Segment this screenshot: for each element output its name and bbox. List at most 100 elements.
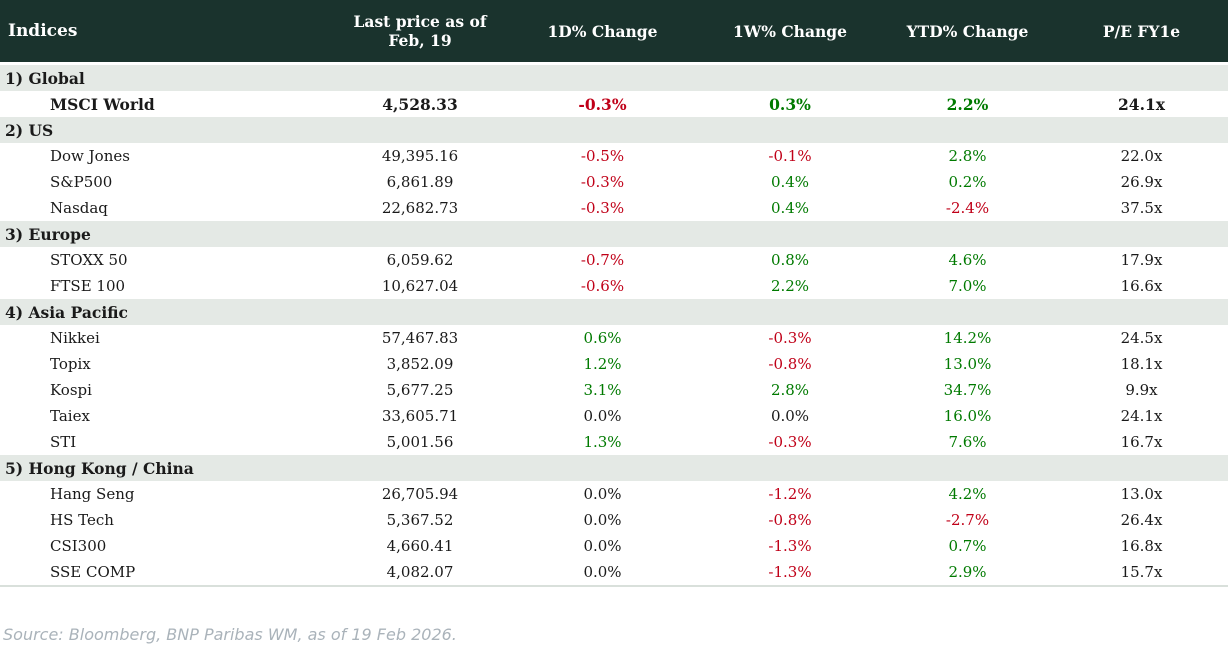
change-ytd: 4.6% [948,251,987,269]
pe-fy1e: 24.1x [1120,407,1163,425]
last-price: 5,677.25 [386,381,454,399]
change-1d: -0.7% [580,251,625,269]
index-name: SSE COMP [50,563,136,581]
index-row: CSI300 4,660.41 0.0% -1.3% 0.7% 16.8x [0,533,1228,559]
column-header-last-price: Last price as of Feb, 19 [353,12,487,50]
index-row: Nasdaq 22,682.73 -0.3% 0.4% -2.4% 37.5x [0,195,1228,221]
index-name: Nasdaq [50,199,108,217]
index-row: MSCI World 4,528.33 -0.3% 0.3% 2.2% 24.1x [0,91,1228,117]
change-ytd: 16.0% [943,407,992,425]
pe-fy1e: 16.7x [1120,433,1163,451]
change-1w: 0.3% [769,94,811,114]
pe-fy1e: 24.5x [1120,329,1163,347]
change-ytd: 2.9% [948,563,987,581]
column-header-1w-change: 1W% Change [733,21,847,41]
index-row: S&P500 6,861.89 -0.3% 0.4% 0.2% 26.9x [0,169,1228,195]
header-gap [0,62,1228,65]
index-row: HS Tech 5,367.52 0.0% -0.8% -2.7% 26.4x [0,507,1228,533]
pe-fy1e: 16.6x [1120,277,1163,295]
index-row: Hang Seng 26,705.94 0.0% -1.2% 4.2% 13.0x [0,481,1228,507]
last-price: 57,467.83 [381,329,459,347]
change-1w: -1.3% [768,537,812,555]
last-price: 26,705.94 [381,485,459,503]
change-1w: -0.8% [768,355,812,373]
section-row: 1) Global [0,65,1228,91]
change-1w: -0.3% [768,433,812,451]
pe-fy1e: 13.0x [1120,485,1163,503]
index-name: HS Tech [50,511,114,529]
change-1w: -0.3% [768,329,812,347]
change-ytd: 4.2% [948,485,987,503]
column-header-pe-fy1e: P/E FY1e [1102,21,1181,41]
change-1d: 0.0% [583,537,622,555]
change-1w: 0.0% [770,407,810,425]
index-name: MSCI World [50,94,155,114]
section-label: 1) Global [5,68,85,88]
change-1w: -1.3% [768,563,812,581]
change-1d: 0.6% [583,329,622,347]
change-1d: -0.5% [580,147,625,165]
last-price: 6,059.62 [386,251,454,269]
change-1w: 0.8% [770,251,810,269]
pe-fy1e: 26.4x [1120,511,1163,529]
pe-fy1e: 9.9x [1125,381,1158,399]
change-1d: 0.0% [583,511,622,529]
change-1d: 1.3% [583,433,622,451]
index-row: Taiex 33,605.71 0.0% 0.0% 16.0% 24.1x [0,403,1228,429]
change-1d: 0.0% [583,407,622,425]
change-ytd: 7.6% [948,433,987,451]
pe-fy1e: 22.0x [1120,147,1163,165]
last-price: 6,861.89 [386,173,454,191]
index-name: CSI300 [50,537,107,555]
index-row: Dow Jones 49,395.16 -0.5% -0.1% 2.8% 22.0x [0,143,1228,169]
change-ytd: -2.4% [945,199,990,217]
section-row: 3) Europe [0,221,1228,247]
change-ytd: 13.0% [943,355,992,373]
change-1d: -0.6% [580,277,625,295]
section-row: 5) Hong Kong / China [0,455,1228,481]
change-ytd: 7.0% [948,277,987,295]
section-label: 4) Asia Pacific [5,302,128,322]
change-1w: -1.2% [768,485,812,503]
pe-fy1e: 37.5x [1120,199,1163,217]
change-1w: 2.2% [770,277,810,295]
pe-fy1e: 24.1x [1118,94,1165,114]
column-header-ytd-change: YTD% Change [906,21,1029,41]
change-1w: 2.8% [770,381,810,399]
pe-fy1e: 16.8x [1120,537,1163,555]
last-price: 4,082.07 [386,563,454,581]
last-price: 22,682.73 [381,199,459,217]
index-name: FTSE 100 [50,277,126,295]
table-title: Indices [8,21,78,41]
change-1d: 1.2% [583,355,622,373]
index-row: STI 5,001.56 1.3% -0.3% 7.6% 16.7x [0,429,1228,455]
change-1w: -0.8% [768,511,812,529]
index-name: Kospi [50,381,92,399]
change-1d: 0.0% [583,563,622,581]
index-name: S&P500 [50,173,113,191]
index-row: Nikkei 57,467.83 0.6% -0.3% 14.2% 24.5x [0,325,1228,351]
change-ytd: 0.7% [948,537,987,555]
index-row: SSE COMP 4,082.07 0.0% -1.3% 2.9% 15.7x [0,559,1228,585]
index-name: STI [50,433,77,451]
index-row: STOXX 50 6,059.62 -0.7% 0.8% 4.6% 17.9x [0,247,1228,273]
index-name: Dow Jones [50,147,130,165]
change-ytd: 0.2% [948,173,987,191]
section-label: 3) Europe [5,224,91,244]
last-price: 4,528.33 [382,94,458,114]
change-1w: -0.1% [768,147,812,165]
column-header-1d-change: 1D% Change [547,21,658,41]
index-row: Topix 3,852.09 1.2% -0.8% 13.0% 18.1x [0,351,1228,377]
change-ytd: 14.2% [943,329,992,347]
change-ytd: 34.7% [943,381,992,399]
index-name: Taiex [50,407,90,425]
index-name: Topix [50,355,91,373]
pe-fy1e: 18.1x [1120,355,1163,373]
section-label: 2) US [5,120,54,140]
change-1d: 3.1% [583,381,622,399]
index-row: Kospi 5,677.25 3.1% 2.8% 34.7% 9.9x [0,377,1228,403]
last-price: 33,605.71 [381,407,459,425]
last-price: 5,001.56 [386,433,454,451]
pe-fy1e: 15.7x [1120,563,1163,581]
table-header-row: Indices Last price as of Feb, 19 1D% Cha… [0,0,1228,62]
